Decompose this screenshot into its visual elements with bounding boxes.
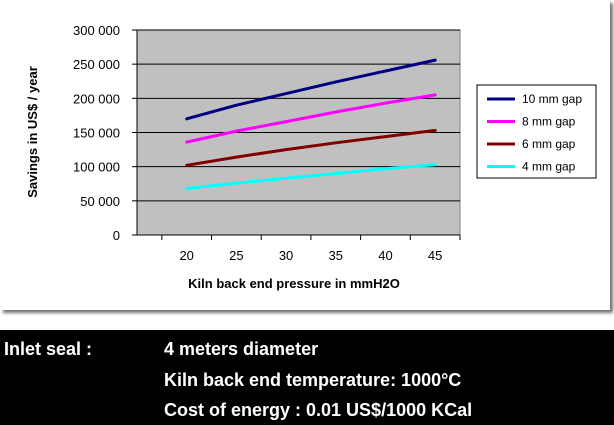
legend-label: 8 mm gap	[522, 115, 576, 129]
x-tick-label: 30	[279, 248, 293, 263]
x-tick-label: 20	[179, 248, 193, 263]
series-lines	[185, 58, 437, 190]
inlet-seal-label: Inlet seal :	[4, 339, 93, 359]
y-tick-label: 100 000	[73, 160, 120, 175]
x-tick-label: 25	[229, 248, 243, 263]
energy-cost-text: Cost of energy : 0.01 US$/1000 KCal	[164, 400, 473, 420]
temperature-text: Kiln back end temperature: 1000°C	[164, 370, 462, 390]
y-tick-label: 300 000	[73, 23, 120, 38]
y-tick-label: 150 000	[73, 126, 120, 141]
diameter-text: 4 meters diameter	[164, 339, 319, 359]
x-axis-title: Kiln back end pressure in mmH2O	[188, 276, 400, 291]
legend: 10 mm gap 8 mm gap 6 mm gap 4 mm gap	[476, 84, 597, 179]
y-tick-label: 200 000	[73, 91, 120, 106]
x-tick-label: 35	[329, 248, 343, 263]
info-panel: Inlet seal : 4 meters diameter Kiln back…	[0, 330, 614, 425]
axes	[132, 29, 461, 240]
y-tick-label: 250 000	[73, 57, 120, 72]
tick-labels: 0 50 000 100 000 150 000 200 000 250 000 300 0…	[73, 23, 442, 263]
legend-label: 6 mm gap	[522, 137, 576, 151]
y-tick-label: 0	[113, 228, 120, 243]
x-tick-label: 45	[428, 248, 442, 263]
line-chart: 0 50 000 100 000 150 000 200 000 250 000 300 0…	[25, 23, 597, 291]
legend-label: 4 mm gap	[522, 160, 576, 174]
series-line	[185, 93, 437, 144]
series-line	[185, 58, 437, 121]
x-tick-label: 40	[378, 248, 392, 263]
series-line	[185, 128, 437, 167]
legend-label: 10 mm gap	[522, 92, 582, 106]
y-tick-label: 50 000	[80, 194, 120, 209]
series-line	[185, 163, 437, 190]
y-axis-title: Savings in US$ / year	[25, 66, 40, 198]
chart-panel: 0 50 000 100 000 150 000 200 000 250 000 300 0…	[25, 23, 597, 291]
